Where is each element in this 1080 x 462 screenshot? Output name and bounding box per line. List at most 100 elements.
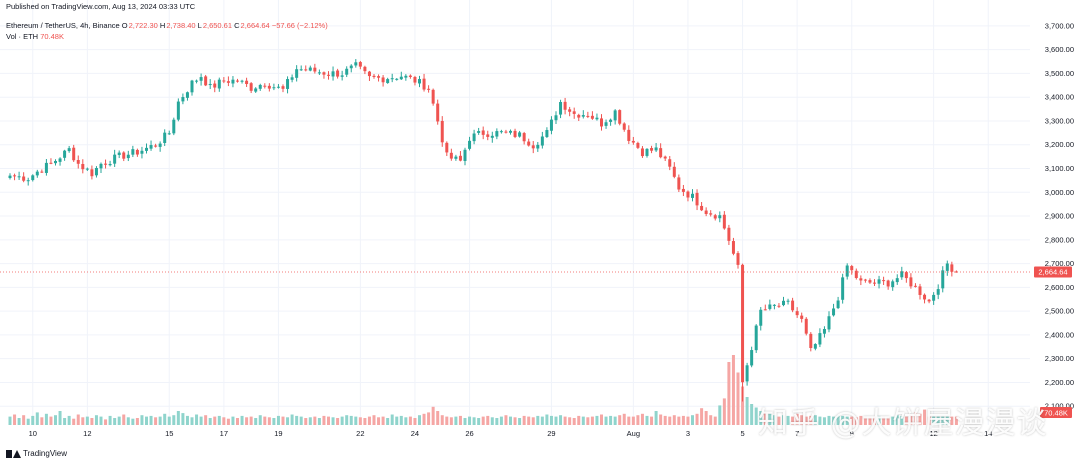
volume-bar (563, 416, 567, 425)
y-tick-label: 3,100.00 (1045, 164, 1074, 173)
candle-body (176, 101, 180, 120)
candle-body (600, 118, 603, 127)
volume-bar (531, 417, 535, 425)
candle-body (422, 78, 426, 90)
volume-bar (190, 417, 194, 425)
volume-bar (836, 415, 840, 425)
price-axis[interactable]: 2,100.00 2,200.00 2,300.00 2,400.00 2,500.00… (1045, 21, 1074, 410)
candle-body (727, 227, 731, 241)
candle-body (367, 71, 371, 77)
candle-body (741, 264, 745, 383)
volume-bar (22, 415, 26, 425)
candle-body (509, 130, 512, 133)
tradingview-logo-icon (6, 449, 21, 458)
candle-body (795, 311, 799, 316)
candle-body (308, 67, 312, 71)
volume-bar (381, 416, 385, 425)
candle-body (722, 214, 726, 229)
volume-bar (918, 413, 922, 425)
volume-bar (386, 418, 390, 425)
candle-body (877, 279, 881, 284)
volume-bar (595, 415, 599, 425)
candle-body (477, 131, 481, 133)
candle-body (263, 85, 267, 87)
volume-bar (267, 417, 271, 425)
volume-bar (950, 416, 954, 425)
candle-body (486, 134, 490, 137)
candle-body (531, 145, 535, 149)
volume-bar (686, 416, 690, 425)
volume-bar (35, 412, 39, 425)
volume-bar (336, 418, 340, 425)
candle-body (495, 131, 499, 137)
volume-bar (158, 416, 162, 425)
chart-grid (0, 0, 1030, 425)
volume-bar (145, 416, 148, 425)
volume-bar (258, 415, 262, 425)
tradingview-brand[interactable]: TradingView (6, 449, 67, 458)
candle-body (413, 76, 417, 83)
candle-body (181, 97, 185, 102)
volume-bar (354, 416, 358, 425)
candle-body (286, 79, 290, 89)
volume-bar (581, 416, 585, 425)
candle-body (331, 71, 335, 77)
candle-body (113, 154, 117, 164)
volume-bar (313, 416, 317, 425)
x-tick-label: 9 (850, 429, 854, 438)
candle-body (791, 300, 795, 311)
candle-body (691, 193, 694, 198)
candle-body (272, 87, 276, 89)
candle-body (322, 72, 326, 75)
candle-body (481, 130, 485, 135)
candle-body (440, 120, 444, 143)
volume-bar (709, 415, 713, 425)
volume-bar (932, 416, 936, 425)
volume-bar (149, 415, 153, 425)
volume-bar (327, 416, 330, 425)
candle-body (622, 123, 626, 130)
candle-body (736, 253, 740, 265)
volume-bar (513, 417, 517, 425)
candle-body (832, 308, 836, 316)
volume-bar (222, 417, 226, 425)
candle-body (559, 102, 563, 115)
volume-bar (122, 414, 126, 425)
volume-bar (104, 419, 108, 425)
candle-body (841, 277, 845, 300)
candle-body (718, 215, 722, 219)
candlesticks (8, 59, 958, 402)
candle-body (172, 119, 176, 134)
candle-body (40, 171, 44, 173)
volume-bar (704, 411, 708, 425)
volume-bar (827, 415, 831, 425)
volume-bar (677, 416, 681, 425)
volume-bar (427, 412, 431, 425)
candle-body (777, 305, 781, 307)
candle-body (581, 115, 585, 117)
candle-body (590, 115, 594, 119)
candle-body (22, 176, 26, 181)
volume-bar (882, 416, 886, 425)
volume-bar (40, 417, 44, 425)
volume-bar (604, 416, 608, 425)
volume-bar (85, 416, 89, 425)
volume-bar (722, 398, 726, 425)
volume-bar (317, 418, 321, 425)
x-tick-label: 24 (411, 429, 419, 438)
candle-body (731, 241, 735, 254)
volume-bar (668, 416, 672, 425)
x-tick-label: 7 (795, 429, 799, 438)
y-tick-label: 2,100.00 (1045, 402, 1074, 411)
volume-bar (791, 416, 795, 425)
volume-label[interactable]: Vol · ETH (6, 32, 39, 41)
candle-body (135, 149, 139, 155)
symbol-label[interactable]: Ethereum / TetherUS, 4h, Binance (6, 21, 120, 30)
candle-body (8, 175, 12, 179)
time-axis[interactable]: 10 12 15 17 19 22 24 26 29 Aug 3 5 7 9 12 14 (29, 429, 993, 438)
candle-body (204, 76, 208, 86)
volume-bar (554, 416, 558, 425)
volume-bar (140, 415, 144, 425)
candle-body (695, 192, 699, 206)
